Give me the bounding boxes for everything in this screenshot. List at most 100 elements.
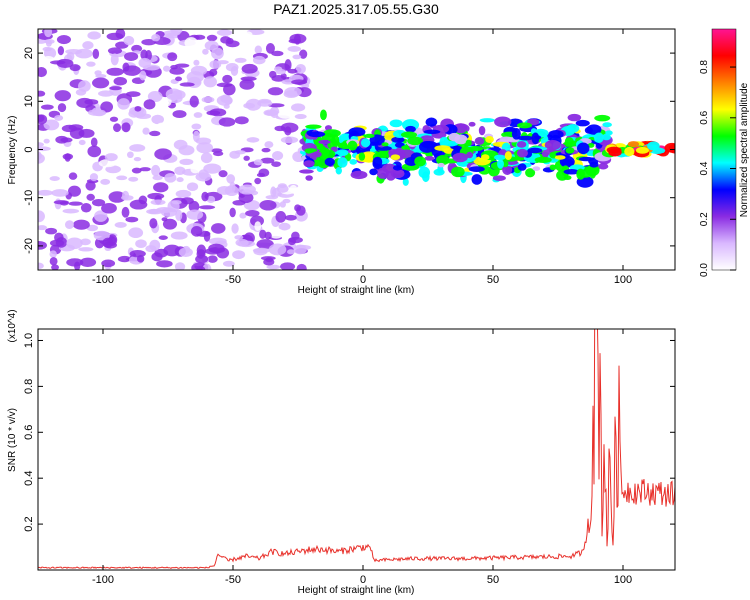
spectrogram-cell bbox=[256, 35, 264, 43]
spectrogram-cell bbox=[254, 177, 262, 185]
spectrogram-cell bbox=[56, 34, 71, 45]
spectrogram-cell bbox=[79, 257, 97, 268]
snr-frame bbox=[37, 328, 676, 571]
spectrogram-cell bbox=[113, 76, 128, 86]
spectrogram-cell bbox=[38, 241, 47, 250]
spectrogram-cells bbox=[38, 29, 675, 270]
spectrogram-cell bbox=[278, 222, 291, 231]
spectrogram-cell bbox=[186, 71, 204, 83]
spectrogram-cell bbox=[376, 167, 389, 179]
spectrogram-cell bbox=[239, 212, 247, 219]
colorbar-tick-label: 0.2 bbox=[699, 212, 710, 226]
spectrogram-cell bbox=[276, 184, 289, 193]
spectrogram-cell bbox=[517, 135, 534, 141]
spectrogram-cell bbox=[139, 167, 151, 172]
spectrogram-cell bbox=[87, 31, 101, 40]
spectrogram-cell bbox=[51, 264, 59, 270]
spectrogram-cell bbox=[45, 227, 58, 235]
spectrogram-cell bbox=[110, 53, 119, 66]
spectrogram-cell bbox=[360, 151, 377, 163]
spectrogram-cell bbox=[68, 124, 84, 131]
spectrogram-cell bbox=[191, 123, 202, 130]
spectrogram-cell bbox=[203, 76, 217, 88]
spectrogram-cell bbox=[533, 135, 542, 140]
spectrogram-cell bbox=[43, 119, 60, 131]
spectrogram-cell bbox=[291, 231, 300, 240]
spectrogram-cell bbox=[149, 130, 161, 137]
spectrogram-cell bbox=[206, 110, 221, 116]
spectrogram-cell bbox=[69, 64, 81, 72]
spectrogram-cell bbox=[115, 29, 126, 39]
spectrogram-cell bbox=[211, 223, 226, 234]
spectrogram-cell bbox=[589, 161, 599, 168]
spectrogram-cell bbox=[170, 231, 188, 240]
spectrogram-cell bbox=[606, 146, 622, 154]
spectrogram-cell bbox=[324, 125, 332, 131]
spectrogram-cell bbox=[468, 145, 484, 152]
spectrogram-cell bbox=[161, 217, 168, 222]
spectrogram-cell bbox=[463, 167, 471, 173]
spectrogram-cell bbox=[140, 49, 148, 60]
spectrogram-cell bbox=[91, 198, 106, 207]
spectrogram-cell bbox=[201, 191, 209, 202]
spectrogram-cell bbox=[452, 152, 468, 163]
spectrogram-cell bbox=[49, 176, 60, 182]
spectrogram-cell bbox=[265, 195, 279, 200]
spectrogram-cell bbox=[565, 146, 575, 154]
spectrogram-cell bbox=[87, 109, 106, 116]
spectrogram-cell bbox=[268, 243, 287, 256]
spectrogram-cell bbox=[38, 114, 48, 125]
spectrogram-cell bbox=[196, 142, 214, 154]
spectrogram-cell bbox=[123, 35, 135, 46]
spectrogram-cell bbox=[165, 88, 183, 101]
spectrogram-cell bbox=[348, 127, 366, 137]
spectrogram-cell bbox=[504, 151, 512, 161]
spectrogram-cell bbox=[241, 63, 258, 74]
spectrogram-cell bbox=[392, 165, 403, 171]
spectrogram-cell bbox=[229, 207, 236, 218]
spectrogram-cell bbox=[101, 259, 116, 268]
spectrogram-cell bbox=[264, 141, 274, 148]
spectrogram-cell bbox=[280, 136, 299, 144]
spectrogram-cell bbox=[64, 220, 75, 230]
spectrogram-cell bbox=[68, 201, 83, 206]
spectrogram-cell bbox=[53, 200, 70, 205]
y-tick-label: -20 bbox=[23, 238, 35, 254]
spectrogram-cell bbox=[485, 135, 494, 144]
spectrogram-cell bbox=[149, 239, 161, 251]
y-tick-label: 20 bbox=[23, 47, 35, 59]
spectrogram-cell bbox=[295, 63, 306, 74]
spectrogram-cell bbox=[305, 124, 322, 129]
spectrogram-cell bbox=[594, 114, 611, 122]
spectrogram-cell bbox=[211, 47, 224, 60]
spectrogram-cell bbox=[337, 157, 348, 168]
spectrogram-cell bbox=[206, 195, 216, 204]
spectrogram-cell bbox=[624, 146, 635, 157]
spectrogram-cell bbox=[93, 230, 110, 241]
spectrogram-cell bbox=[389, 119, 403, 128]
spectrogram-cell bbox=[105, 165, 121, 174]
spectrogram-cell bbox=[282, 198, 291, 204]
spectrogram-cell bbox=[256, 239, 274, 250]
spectrogram-cell bbox=[200, 152, 213, 164]
spectrogram-cell bbox=[195, 254, 209, 264]
spectrogram-cell bbox=[100, 178, 111, 185]
spectrogram-cell bbox=[193, 59, 200, 66]
spectrogram-cell bbox=[284, 214, 297, 221]
spectrogram-cell bbox=[209, 60, 222, 69]
spectrogram-cell bbox=[98, 159, 117, 168]
spectrogram-cell bbox=[516, 122, 533, 129]
spectrogram-cell bbox=[87, 145, 102, 158]
spectrogram-cell bbox=[238, 192, 254, 204]
spectrogram-cell bbox=[265, 257, 274, 263]
spectrogram-cell bbox=[492, 175, 506, 181]
snr-y-multiplier: (x10^4) bbox=[7, 309, 18, 342]
spectrogram-cell bbox=[106, 67, 124, 76]
spectrogram-cell bbox=[152, 175, 163, 181]
spectrogram-cell bbox=[203, 163, 222, 174]
spectrogram-cell bbox=[627, 141, 640, 148]
spectrogram-cell bbox=[291, 79, 308, 85]
spectrogram-cell bbox=[153, 182, 169, 193]
spectrogram-cell bbox=[471, 174, 483, 185]
spectrogram-cell bbox=[268, 228, 284, 239]
